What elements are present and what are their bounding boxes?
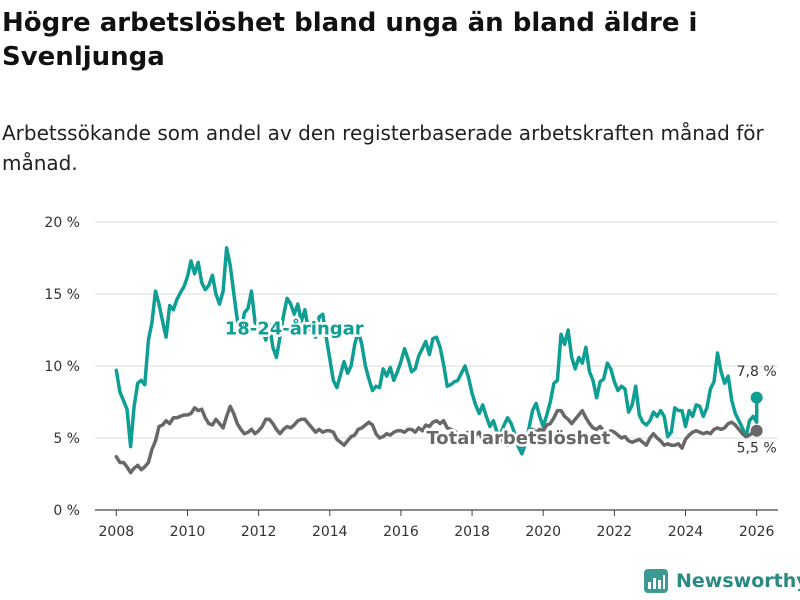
x-tick-label: 2018 bbox=[454, 524, 490, 540]
end-marker-unga bbox=[750, 391, 763, 404]
x-tick-label: 2016 bbox=[383, 524, 419, 540]
series-group bbox=[114, 246, 763, 475]
x-tick-label: 2008 bbox=[99, 524, 135, 540]
series-label: Total arbetslöshet bbox=[426, 428, 610, 449]
y-tick-label: 15 % bbox=[44, 287, 80, 303]
x-tick-label: 2012 bbox=[241, 524, 277, 540]
y-tick-label: 5 % bbox=[53, 431, 80, 447]
series-line-total bbox=[114, 404, 759, 475]
y-axis: 0 % 5 % 10 % 15 % 20 % bbox=[44, 215, 80, 519]
x-tick-label: 2022 bbox=[597, 524, 633, 540]
x-tick-label: 2014 bbox=[312, 524, 348, 540]
end-value-label: 5,5 % bbox=[737, 440, 777, 456]
series-label: 18-24-åringar bbox=[225, 317, 364, 339]
bar-chart-icon bbox=[644, 569, 668, 593]
x-tick-label: 2026 bbox=[739, 524, 775, 540]
x-axis: 2008 2010 2012 2014 2016 2018 2020 2022 2024 2026 bbox=[99, 510, 775, 540]
y-tick-label: 20 % bbox=[44, 215, 80, 231]
x-tick-label: 2024 bbox=[668, 524, 704, 540]
brand-name: Newsworthy bbox=[676, 570, 800, 592]
x-tick-label: 2020 bbox=[525, 524, 561, 540]
annotations-group: 18-24-åringar Total arbetslöshet 7,8 % 5,5 … bbox=[222, 315, 777, 457]
y-tick-label: 10 % bbox=[44, 359, 80, 375]
newsworthy-logo: Newsworthy bbox=[644, 569, 800, 593]
x-tick-label: 2010 bbox=[170, 524, 206, 540]
grid-lines bbox=[95, 221, 778, 511]
chart-subtitle: Arbetssökande som andel av den registerb… bbox=[2, 121, 764, 175]
series-line-unga bbox=[114, 246, 759, 456]
end-value-label: 7,8 % bbox=[737, 364, 777, 380]
chart-title: Högre arbetslöshet bland unga än bland ä… bbox=[2, 8, 698, 72]
y-tick-label: 0 % bbox=[53, 503, 80, 519]
end-marker-total bbox=[750, 424, 763, 437]
